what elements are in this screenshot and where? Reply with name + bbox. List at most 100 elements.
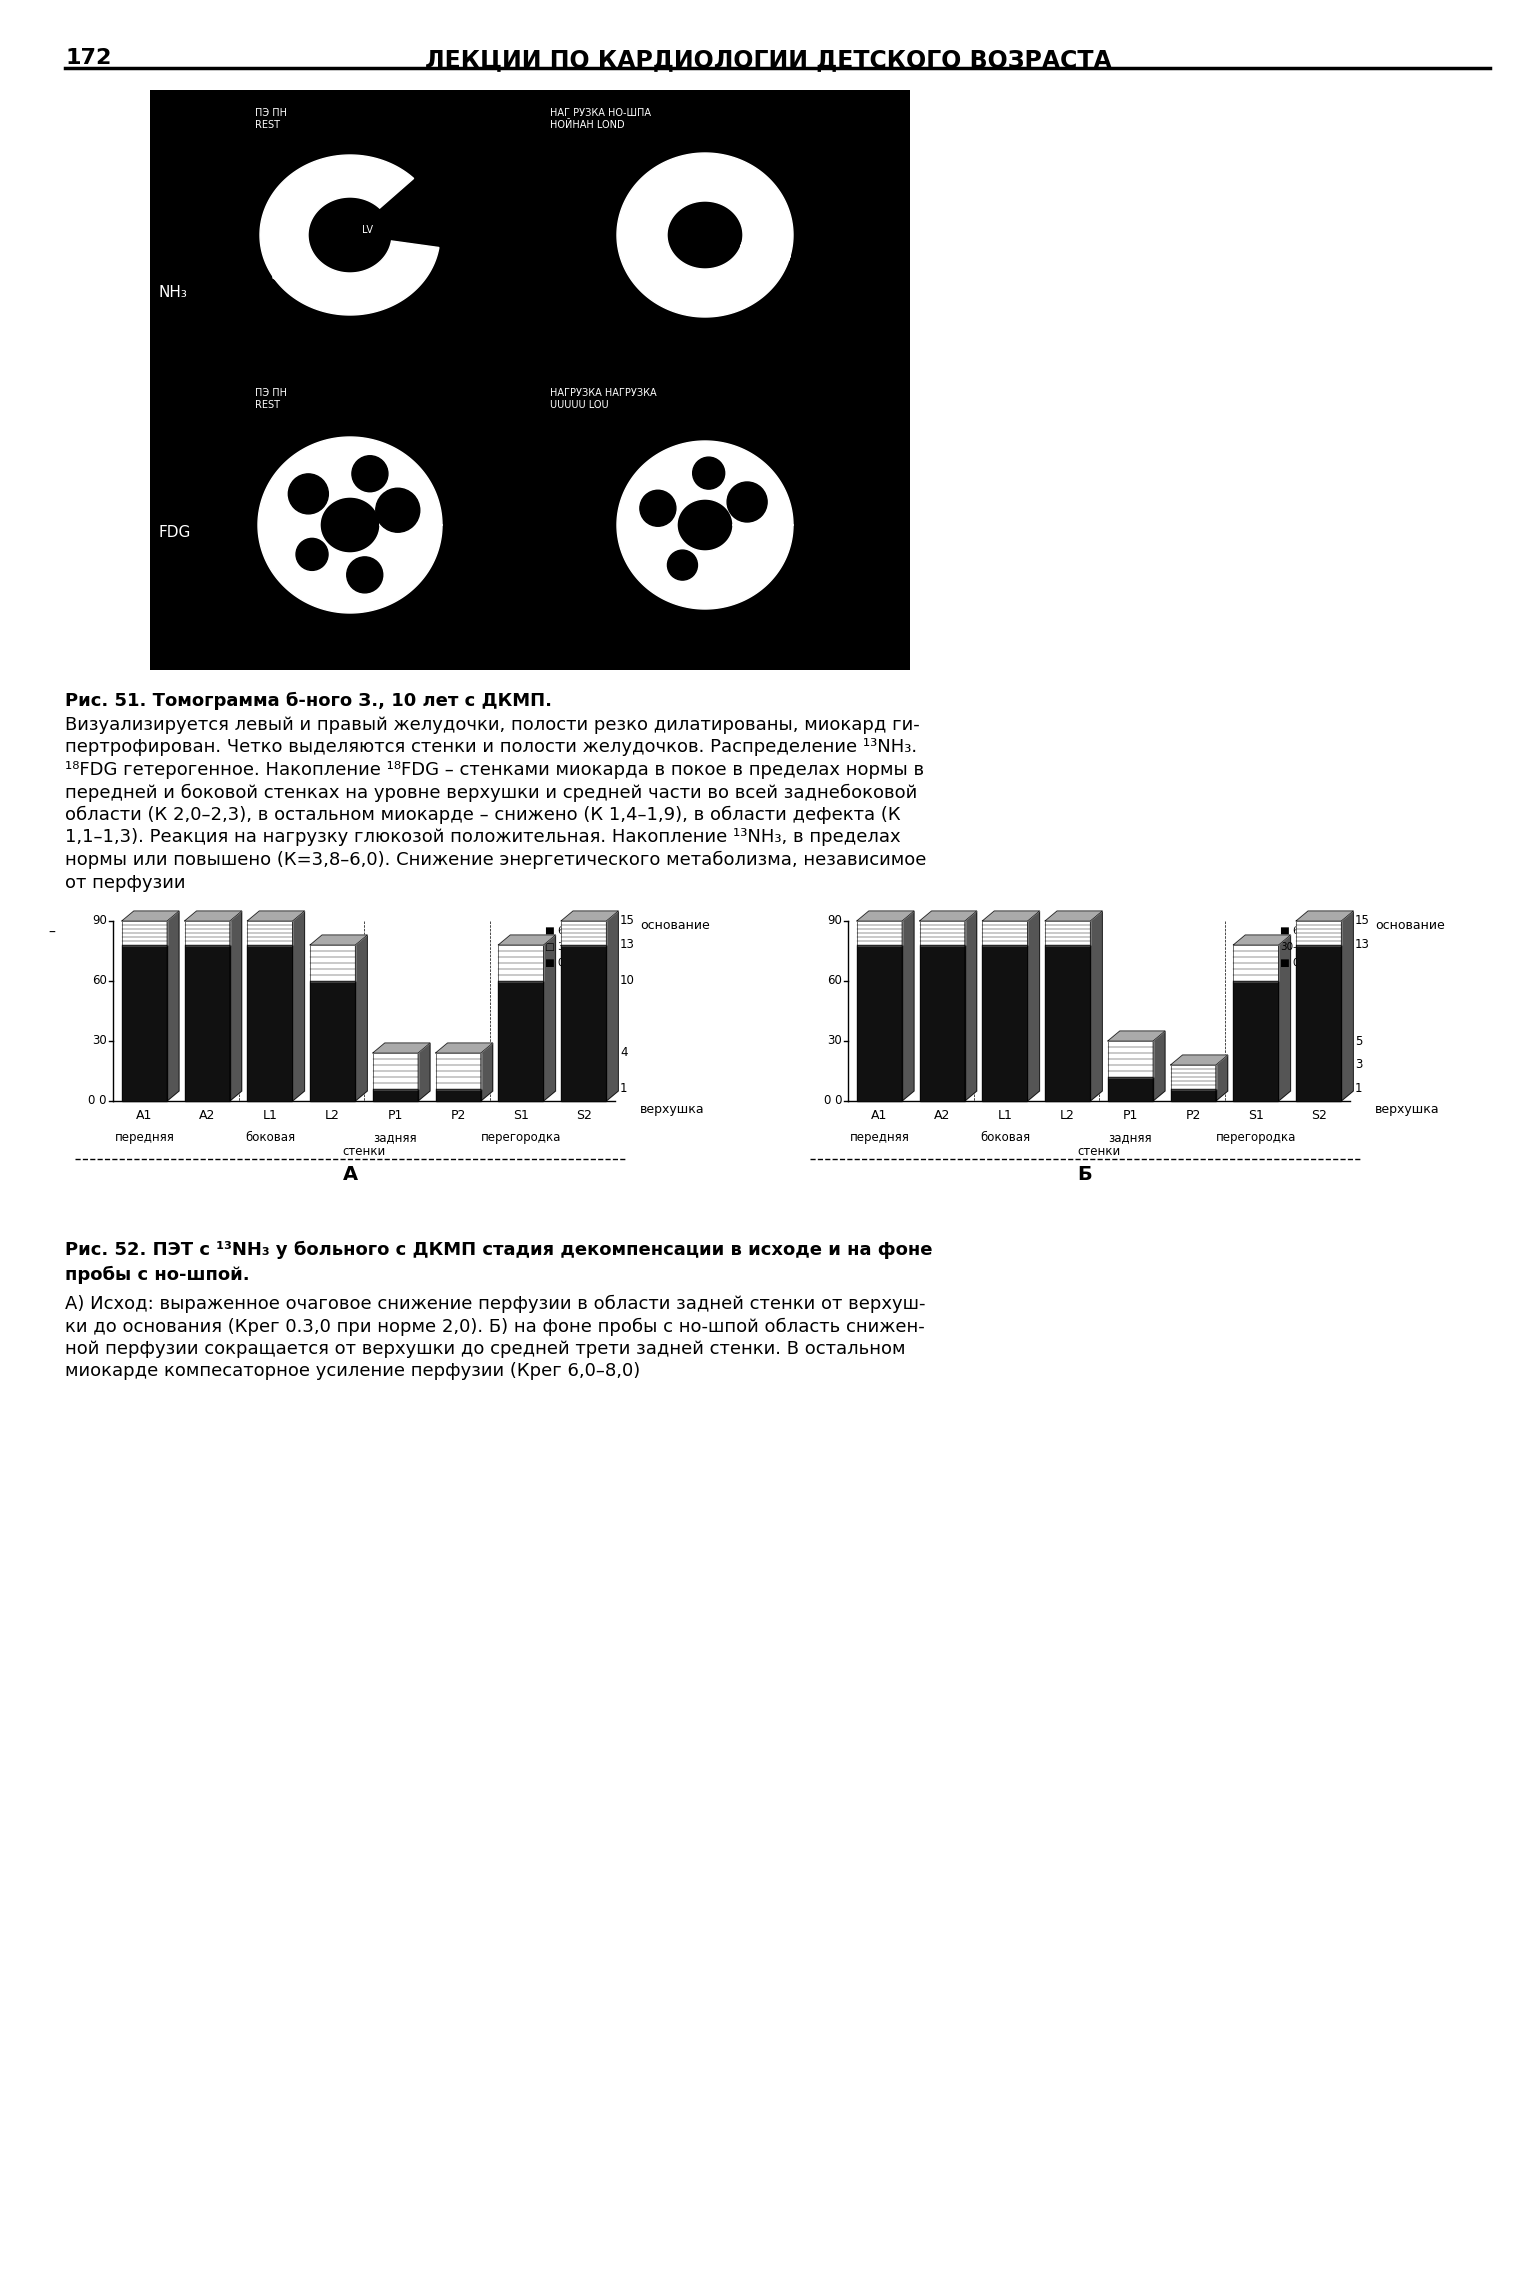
Circle shape — [727, 482, 767, 521]
Text: 13: 13 — [619, 939, 635, 951]
Polygon shape — [498, 935, 555, 946]
Polygon shape — [919, 921, 965, 946]
Text: 15: 15 — [619, 914, 635, 928]
Text: НАГ РУЗКА НО-ШПА: НАГ РУЗКА НО-ШПА — [550, 107, 652, 119]
Polygon shape — [310, 935, 367, 946]
Text: 10: 10 — [619, 973, 635, 987]
Text: А: А — [343, 1165, 358, 1184]
Text: области (К 2,0–2,3), в остальном миокарде – снижено (К 1,4–1,9), в области дефек: области (К 2,0–2,3), в остальном миокард… — [65, 807, 901, 825]
Text: основание: основание — [639, 919, 710, 932]
Text: S2: S2 — [576, 1108, 592, 1122]
Text: 0 0: 0 0 — [89, 1095, 108, 1108]
Polygon shape — [418, 1042, 430, 1101]
Polygon shape — [247, 912, 304, 921]
Text: верхушка: верхушка — [639, 1104, 704, 1115]
Polygon shape — [1216, 1056, 1228, 1101]
Text: А) Исход: выраженное очаговое снижение перфузии в области задней стенки от верху: А) Исход: выраженное очаговое снижение п… — [65, 1296, 925, 1314]
Polygon shape — [1233, 935, 1291, 946]
Text: от перфузии: от перфузии — [65, 873, 186, 891]
Text: стенки: стенки — [343, 1145, 386, 1158]
Text: UUUUU LOU: UUUUU LOU — [550, 400, 609, 409]
Polygon shape — [373, 1042, 430, 1053]
Polygon shape — [292, 912, 304, 1101]
Text: A2: A2 — [934, 1108, 950, 1122]
Text: 15: 15 — [1356, 914, 1369, 928]
Polygon shape — [121, 946, 168, 1101]
Polygon shape — [982, 921, 1027, 946]
Text: ¹⁸FDG гетерогенное. Накопление ¹⁸FDG – стенками миокарда в покое в пределах норм: ¹⁸FDG гетерогенное. Накопление ¹⁸FDG – с… — [65, 761, 924, 779]
Polygon shape — [856, 946, 902, 1101]
Polygon shape — [1296, 921, 1342, 946]
Text: верхушка: верхушка — [1376, 1104, 1440, 1115]
Polygon shape — [435, 1042, 493, 1053]
Text: НАГРУЗКА НАГРУЗКА: НАГРУЗКА НАГРУЗКА — [550, 388, 656, 398]
Text: ПЭ ПН: ПЭ ПН — [255, 388, 287, 398]
Text: 1: 1 — [619, 1083, 627, 1095]
Polygon shape — [1090, 912, 1102, 1101]
Polygon shape — [1108, 1076, 1153, 1101]
Text: A2: A2 — [198, 1108, 215, 1122]
Polygon shape — [247, 921, 292, 946]
Polygon shape — [247, 946, 292, 1101]
Polygon shape — [561, 921, 606, 946]
Polygon shape — [1108, 1031, 1165, 1042]
Polygon shape — [1296, 912, 1353, 921]
Circle shape — [693, 457, 724, 489]
Polygon shape — [1171, 1056, 1228, 1065]
Polygon shape — [435, 1053, 481, 1090]
Polygon shape — [121, 921, 168, 946]
Text: 60: 60 — [827, 973, 842, 987]
Polygon shape — [965, 912, 976, 1101]
Text: S1: S1 — [1248, 1108, 1263, 1122]
Text: Визуализируется левый и правый желудочки, полости резко дилатированы, миокард ги: Визуализируется левый и правый желудочки… — [65, 715, 919, 733]
Text: Рис. 51. Томограмма б-ного З., 10 лет с ДКМП.: Рис. 51. Томограмма б-ного З., 10 лет с … — [65, 692, 552, 711]
Polygon shape — [1233, 946, 1279, 980]
Polygon shape — [1027, 912, 1039, 1101]
Text: 30-6,0: 30-6,0 — [1280, 941, 1314, 953]
Polygon shape — [373, 1053, 418, 1090]
Text: L2: L2 — [1061, 1108, 1074, 1122]
Text: перегородка: перегородка — [481, 1131, 561, 1145]
Circle shape — [297, 539, 327, 571]
Polygon shape — [902, 912, 915, 1101]
Polygon shape — [919, 946, 965, 1101]
Polygon shape — [1279, 935, 1291, 1101]
Text: L1: L1 — [263, 1108, 277, 1122]
Text: A1: A1 — [137, 1108, 152, 1122]
Text: нормы или повышено (К=3,8–6,0). Снижение энергетического метаболизма, независимо: нормы или повышено (К=3,8–6,0). Снижение… — [65, 850, 927, 868]
Polygon shape — [856, 912, 915, 921]
Polygon shape — [1296, 946, 1342, 1101]
Bar — [151, 89, 910, 670]
Polygon shape — [561, 912, 618, 921]
Polygon shape — [561, 946, 606, 1101]
Text: 3: 3 — [1356, 1058, 1362, 1072]
Text: 0 0: 0 0 — [824, 1095, 842, 1108]
Polygon shape — [168, 912, 178, 1101]
Polygon shape — [856, 921, 902, 946]
Polygon shape — [616, 153, 793, 318]
Polygon shape — [982, 912, 1039, 921]
Polygon shape — [260, 155, 440, 315]
Polygon shape — [498, 980, 544, 1101]
Text: 60: 60 — [92, 973, 108, 987]
Text: REST: REST — [255, 121, 280, 130]
Text: ■ 60 90: ■ 60 90 — [546, 925, 587, 937]
Polygon shape — [184, 921, 229, 946]
Text: ЛЕКЦИИ ПО КАРДИОЛОГИИ ДЕТСКОГО ВОЗРАСТА: ЛЕКЦИИ ПО КАРДИОЛОГИИ ДЕТСКОГО ВОЗРАСТА — [424, 48, 1111, 73]
Polygon shape — [498, 946, 544, 980]
Polygon shape — [1342, 912, 1353, 1101]
Text: 1,1–1,3). Реакция на нагрузку глюкозой положительная. Накопление ¹³NH₃, в предел: 1,1–1,3). Реакция на нагрузку глюкозой п… — [65, 829, 901, 845]
Polygon shape — [1045, 912, 1102, 921]
Polygon shape — [258, 436, 443, 612]
Text: ■ 609,0: ■ 609,0 — [1280, 925, 1323, 937]
Polygon shape — [1153, 1031, 1165, 1101]
Polygon shape — [373, 1090, 418, 1101]
Text: REST: REST — [255, 400, 280, 409]
Text: боковая: боковая — [979, 1131, 1030, 1145]
Text: □ 30-60: □ 30-60 — [546, 941, 589, 953]
Text: Б: Б — [1077, 1165, 1093, 1184]
Polygon shape — [606, 912, 618, 1101]
Polygon shape — [274, 256, 300, 286]
Text: ■ 00-30: ■ 00-30 — [1280, 957, 1323, 969]
Text: P2: P2 — [1185, 1108, 1200, 1122]
